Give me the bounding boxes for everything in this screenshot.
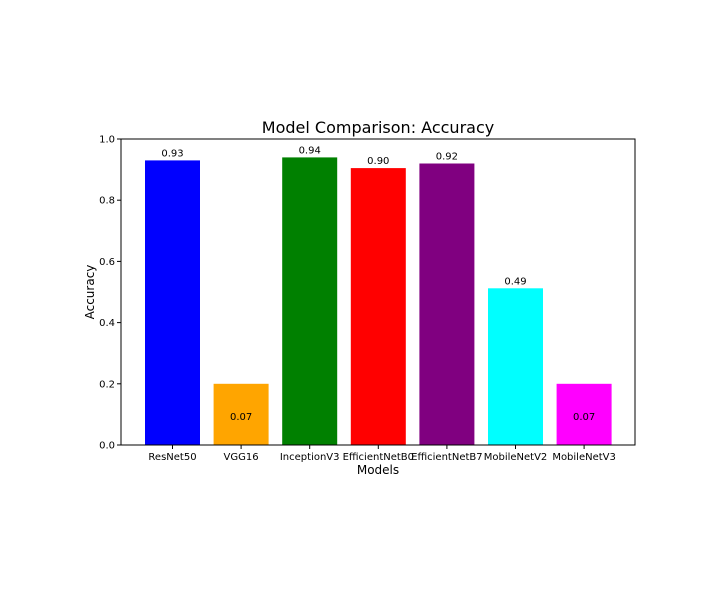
bar-value-label: 0.07 (230, 412, 252, 423)
bars-group (145, 157, 612, 445)
bar-efficientnetb0 (350, 168, 406, 445)
x-tick-label: InceptionV3 (280, 452, 340, 463)
x-tick-label: ResNet50 (148, 452, 196, 463)
y-tick-label: 0.4 (99, 318, 115, 329)
x-tick-label: EfficientNetB0 (343, 452, 414, 463)
bar-mobilenetv2 (488, 288, 543, 445)
bar-value-label: 0.93 (161, 148, 183, 159)
x-axis-label: Models (357, 463, 399, 477)
bar-value-label: 0.94 (299, 145, 321, 156)
bar-value-label: 0.49 (504, 276, 526, 287)
y-axis-ticks: 0.0 0.2 0.4 0.6 0.8 1.0 (99, 135, 121, 452)
bar-resnet50 (145, 160, 200, 445)
bar-labels-group: 0.93 0.07 0.94 0.90 0.92 0.49 0.07 (161, 145, 595, 423)
bar-inceptionv3 (282, 157, 338, 445)
bar-value-label: 0.92 (436, 152, 458, 163)
y-tick-label: 0.2 (99, 379, 115, 390)
x-tick-label: MobileNetV2 (484, 452, 548, 463)
bar-efficientnetb7 (419, 163, 475, 445)
bar-mobilenetv3 (556, 383, 612, 445)
bar-value-label: 0.07 (573, 412, 595, 423)
x-axis-ticks: ResNet50 VGG16 InceptionV3 EfficientNetB0Ef… (148, 445, 616, 463)
y-axis-label: Accuracy (83, 265, 97, 320)
bar-value-label: 0.90 (367, 156, 389, 167)
x-tick-label: MobileNetV3 (552, 452, 616, 463)
y-tick-label: 0.0 (99, 441, 115, 452)
x-tick-label: EfficientNetB7 (411, 452, 482, 463)
chart-title: Model Comparison: Accuracy (262, 118, 494, 137)
plot-frame (120, 138, 636, 446)
bar-vgg16 (213, 383, 269, 445)
x-tick-label: VGG16 (224, 452, 259, 463)
y-tick-label: 0.8 (99, 196, 115, 207)
y-tick-label: 1.0 (99, 135, 115, 146)
y-tick-label: 0.6 (99, 257, 115, 268)
